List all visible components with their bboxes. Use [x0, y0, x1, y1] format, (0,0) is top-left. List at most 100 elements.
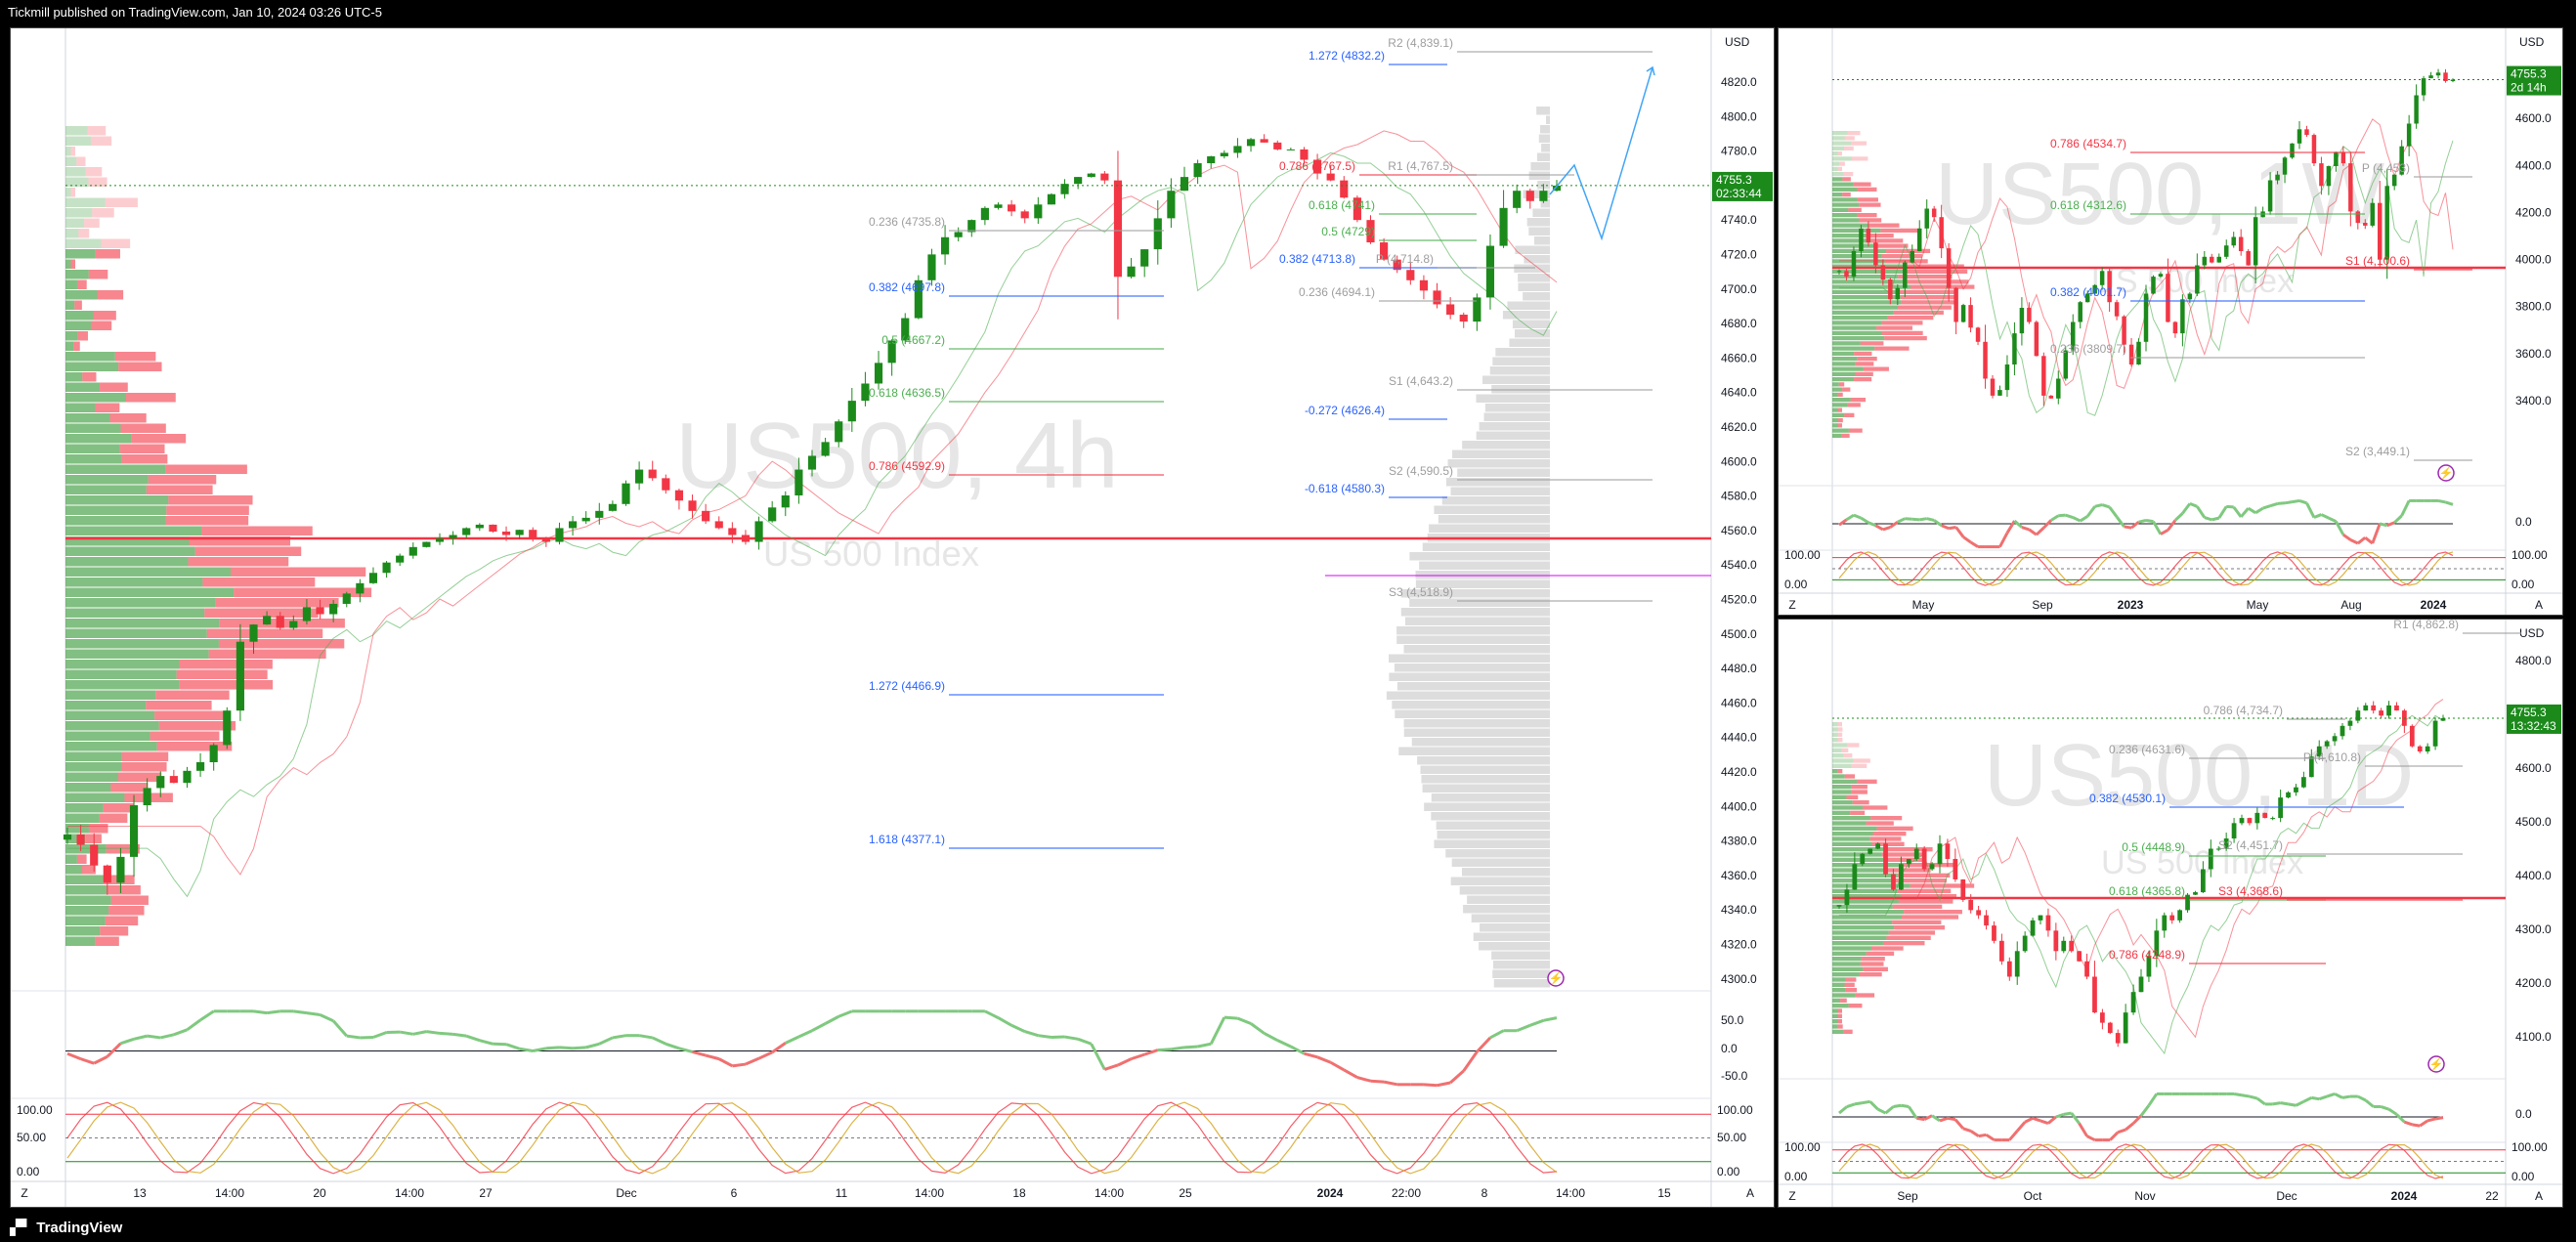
candle-body [2371, 705, 2377, 711]
volume-profile-gray-bar [1396, 682, 1550, 691]
level-label: 0.236 (4735.8) [869, 215, 945, 229]
volume-profile-up-bar [65, 783, 111, 792]
volume-profile-up-bar [1832, 187, 1858, 192]
volume-profile-up-bar [1832, 310, 1894, 315]
rsi-line-segment [2024, 1116, 2034, 1124]
level-label: 0.382 (4001.7) [2050, 285, 2126, 299]
volume-profile-gray-bar [1422, 542, 1550, 551]
volume-profile-down-bar [1881, 330, 1923, 335]
rsi-line-segment [2181, 502, 2192, 515]
volume-profile-down-bar [1855, 993, 1875, 998]
volume-profile-down-bar [234, 587, 372, 597]
rsi-line-segment [2028, 528, 2038, 536]
rsi-line-segment [2217, 505, 2228, 519]
last-price-value: 4755.3 [1716, 173, 1752, 187]
currency-label: USD [2519, 35, 2545, 49]
volume-profile-gray-bar [1541, 144, 1550, 152]
volume-profile-gray-bar [1532, 208, 1550, 217]
candle-body [2115, 1033, 2121, 1044]
rsi-line-segment [2115, 516, 2125, 528]
volume-profile-gray-bar [1400, 589, 1550, 598]
candle-body [1113, 180, 1123, 278]
volume-profile-down-bar [1857, 779, 1877, 784]
price-tick-label: 4420.0 [1721, 765, 1757, 779]
volume-profile-up-bar [1832, 387, 1843, 392]
volume-profile-up-bar [1832, 957, 1862, 962]
volume-profile-down-bar [90, 321, 112, 330]
volume-profile-down-bar [118, 772, 162, 782]
rsi-line-segment [718, 1057, 734, 1068]
tradingview-logo[interactable]: ▞▘ TradingView [10, 1215, 122, 1242]
chart-panel-4h[interactable]: USD US500, 4h US 500 Index 4820.0 4800.0 4780… [10, 27, 1775, 1208]
volume-profile-down-bar [1848, 1004, 1863, 1008]
price-tick-label: 4500.0 [1721, 627, 1757, 641]
volume-profile-up-bar [1832, 852, 1882, 857]
level-label: 0.786 (4592.9) [869, 459, 945, 473]
volume-profile-down-bar [1851, 141, 1868, 146]
volume-profile-up-bar [65, 926, 101, 936]
volume-profile-gray-bar [1509, 338, 1550, 347]
volume-profile-gray-bar [1403, 645, 1550, 654]
volume-profile-up-bar [1832, 362, 1856, 366]
candle-body [2340, 725, 2345, 737]
candle-body [927, 254, 936, 280]
chart-svg-4h[interactable]: USD US500, 4h US 500 Index 4820.0 4800.0 4780… [11, 28, 1774, 1207]
volume-profile-gray-bar [1476, 394, 1550, 403]
volume-profile-up-bar [1832, 213, 1858, 218]
candle-body [1836, 271, 1842, 273]
volume-profile-down-bar [103, 803, 135, 813]
volume-profile-up-bar [1832, 873, 1898, 878]
candle-body [289, 621, 298, 628]
volume-profile-down-bar [1852, 800, 1869, 805]
volume-profile-down-bar [1837, 418, 1843, 423]
time-tick-label: Sep [1897, 1189, 1918, 1203]
candle-body [2084, 961, 2089, 977]
candle-body [1906, 859, 1911, 865]
rsi-line-segment [1868, 1100, 1879, 1111]
volume-profile-down-bar [110, 895, 149, 905]
stoch-tick-label: 100.00 [2512, 1140, 2548, 1154]
candle-body [2262, 812, 2268, 819]
volume-profile-gray-bar [1438, 515, 1550, 524]
candle-body [2311, 135, 2317, 164]
volume-profile-down-bar [206, 628, 323, 638]
price-tick-label: 4800.0 [1721, 109, 1757, 123]
volume-profile-up-bar [1832, 977, 1846, 982]
volume-profile-gray-bar [1530, 162, 1550, 171]
volume-profile-gray-bar [1411, 738, 1550, 747]
volume-profile-down-bar [120, 762, 167, 772]
rsi-line-segment [2226, 504, 2234, 509]
volume-profile-up-bar [65, 865, 82, 875]
volume-profile-gray-bar [1483, 412, 1550, 421]
volume-profile-gray-bar [1492, 969, 1550, 978]
level-label: 0.236 (4694.1) [1299, 285, 1375, 299]
price-tick-label: 4600.0 [2515, 111, 2552, 125]
rsi-line-segment [2255, 1096, 2266, 1106]
volume-profile-down-bar [1907, 269, 1968, 274]
volume-profile-up-bar [65, 844, 107, 854]
rsi-line-segment [2063, 1111, 2072, 1116]
candle-body [2195, 265, 2200, 294]
rsi-line-segment [346, 1034, 361, 1040]
candle-body [2304, 129, 2309, 136]
volume-profile-gray-bar [1482, 375, 1550, 384]
volume-profile-gray-bar [1389, 654, 1550, 663]
volume-profile-up-bar [1832, 841, 1872, 846]
stoch-d-line [1838, 551, 2454, 586]
stoch-tick-label-left: 100.00 [1784, 1140, 1821, 1154]
candle-body [2138, 976, 2144, 993]
volume-profile-up-bar [65, 792, 125, 802]
volume-profile-up-bar [1832, 758, 1854, 763]
rsi-line-segment [1224, 1015, 1238, 1020]
candle-body [1984, 915, 1989, 926]
rsi-line-segment [452, 1032, 467, 1038]
axis-letter-a: A [2535, 1189, 2543, 1203]
volume-profile-down-bar [176, 669, 268, 679]
volume-profile-down-bar [1845, 988, 1858, 993]
rsi-line-segment [2240, 507, 2250, 518]
volume-profile-gray-bar [1526, 218, 1550, 227]
